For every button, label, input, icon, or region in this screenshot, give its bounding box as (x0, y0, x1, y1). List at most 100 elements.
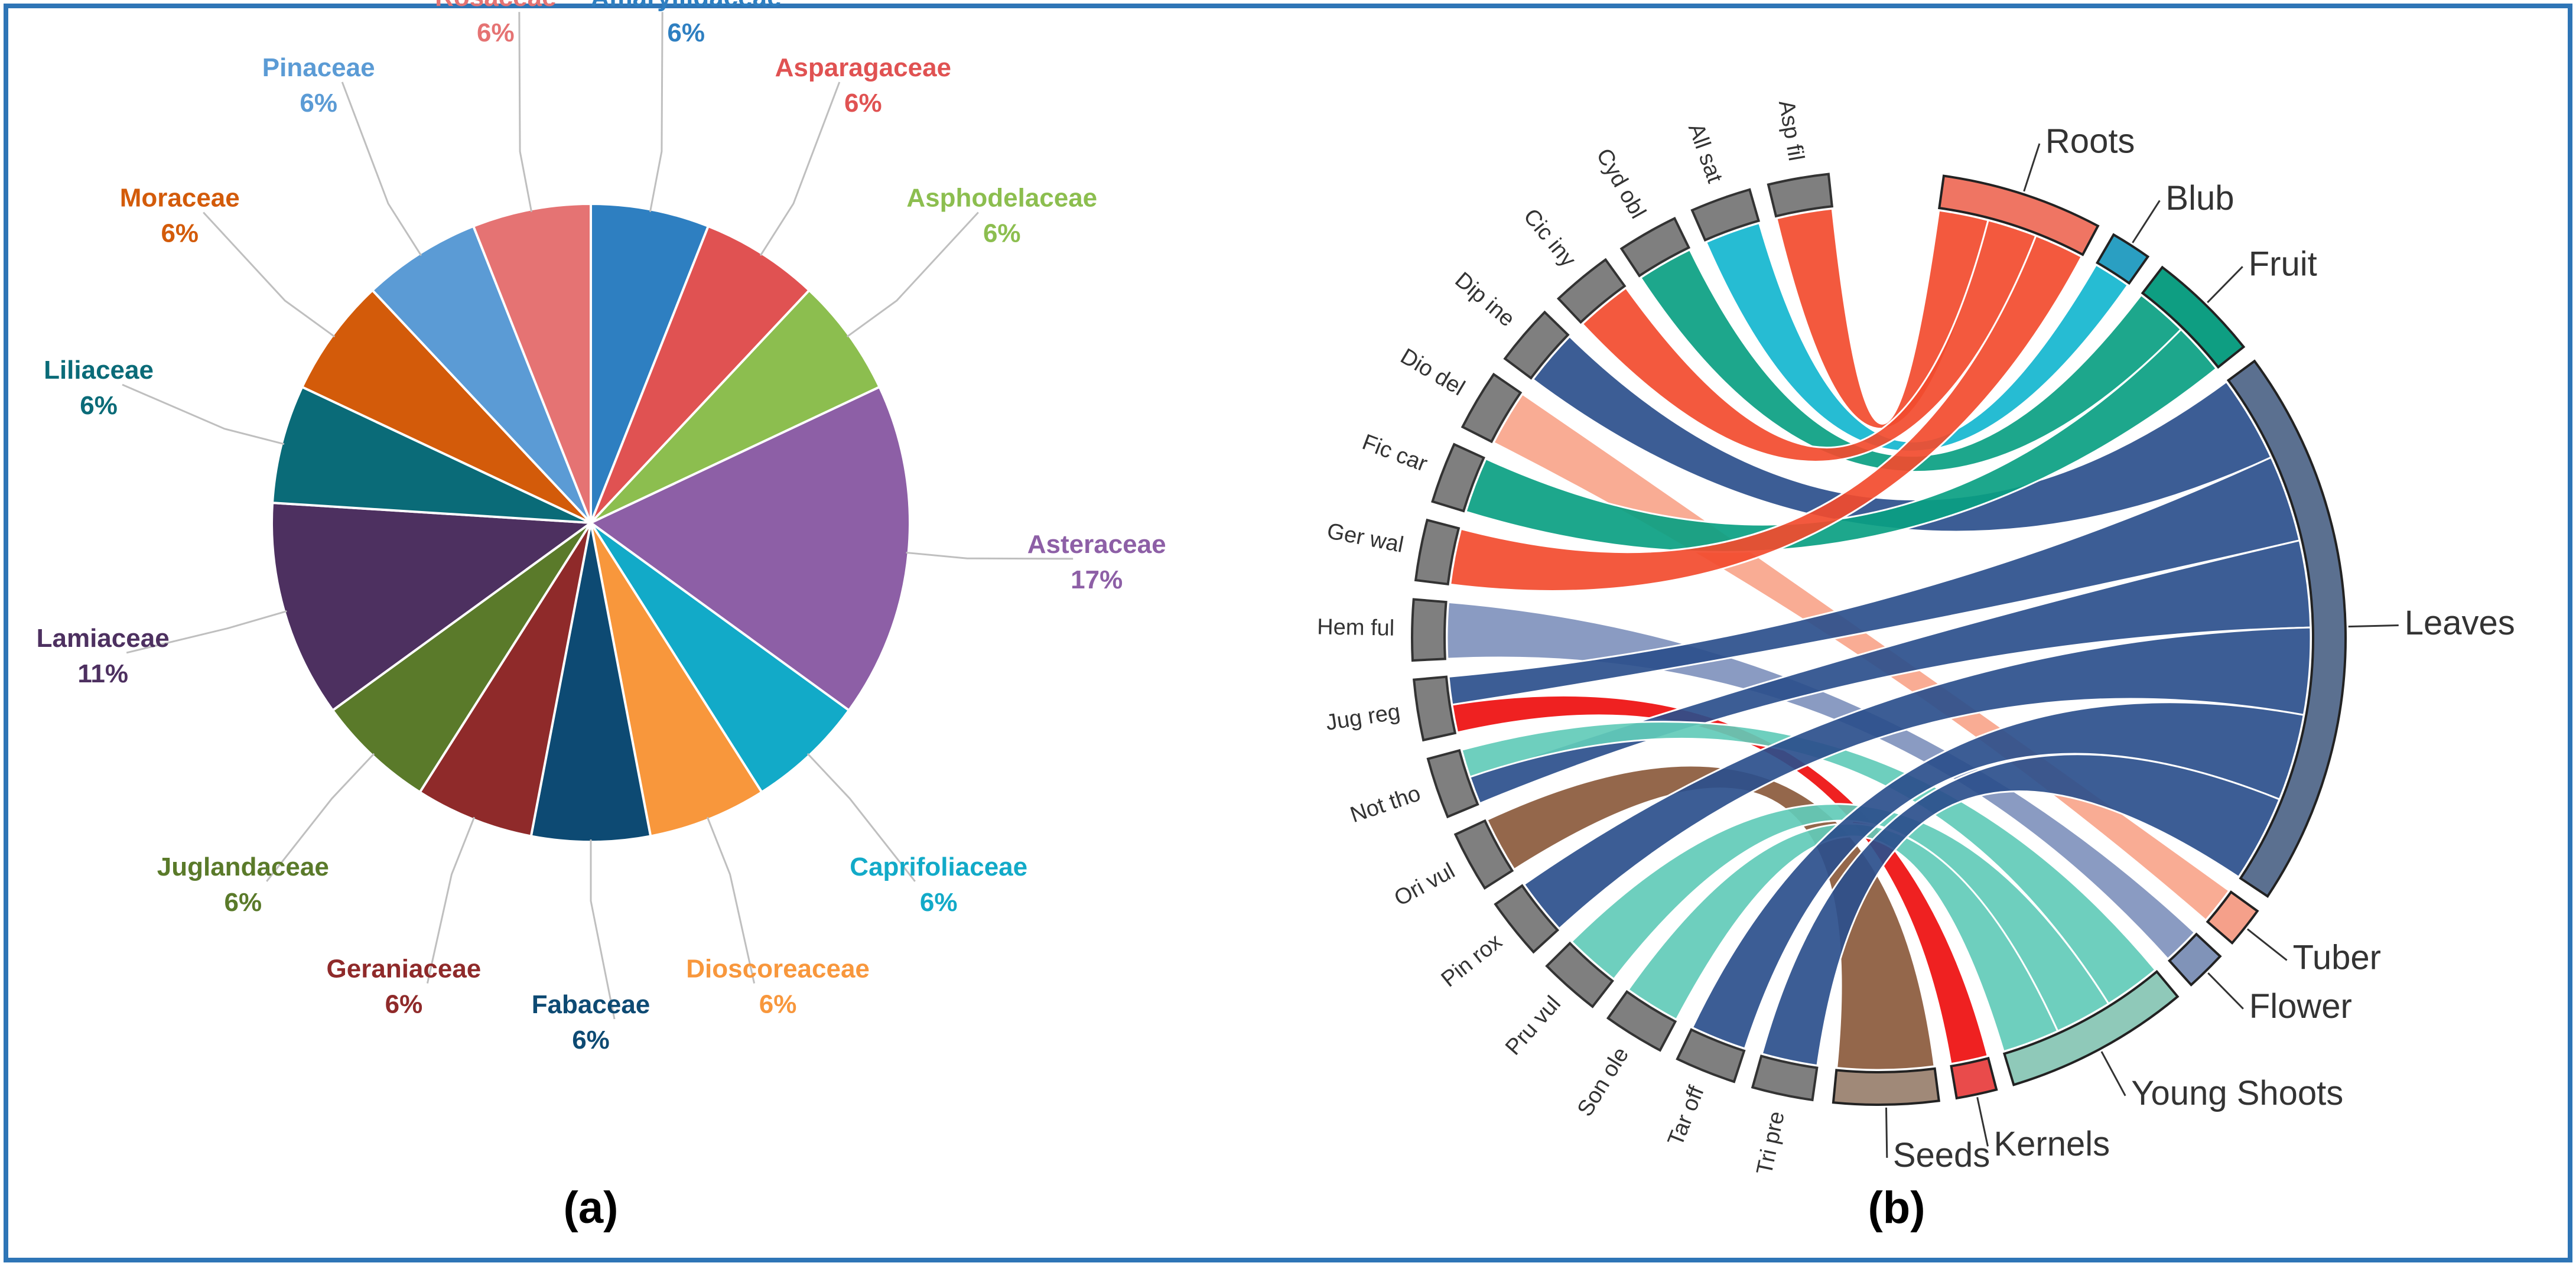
part-arc-young-shoots (2002, 969, 2180, 1086)
part-leader-blub (2132, 200, 2161, 243)
part-label-blub: Blub (2165, 179, 2234, 217)
pie-label-geraniaceae: Geraniaceae (327, 955, 482, 984)
ribbon-not-tho-young-shoots (1461, 721, 2157, 1005)
pie-leader-asphodelaceae (846, 211, 979, 338)
ribbon-pru-vul-young-shoots (1570, 803, 2110, 1033)
pie-leader-fabaceae (590, 839, 616, 1020)
species-arc-cyd-obl (1619, 216, 1691, 278)
pie-label-amaryllidaceae: Amaryllidaceae (591, 0, 782, 12)
pie-label-dioscoreaceae: Dioscoreaceae (686, 955, 870, 984)
pie-label-moraceae: Moraceae (120, 184, 240, 213)
ribbon-tar-off-leaves (1691, 701, 2305, 1050)
pie-leader-asparagaceae (759, 82, 841, 256)
pie-leader-rosaceae (518, 12, 533, 212)
part-leader-kernels (1976, 1097, 1989, 1147)
pie-value-liliaceae: 6% (80, 391, 118, 420)
pie-value-asphodelaceae: 6% (983, 219, 1021, 248)
pie-value-asparagaceae: 6% (844, 89, 882, 118)
pie-leader-moraceae (203, 211, 336, 338)
part-label-tuber: Tuber (2293, 939, 2381, 977)
pie-label-asparagaceae: Asparagaceae (775, 53, 951, 82)
part-label-roots: Roots (2045, 122, 2135, 160)
species-label-hem-ful: Hem ful (1317, 614, 1395, 640)
pie-value-fabaceae: 6% (572, 1026, 610, 1055)
species-arc-jug-reg (1412, 675, 1457, 742)
pie-label-lamiaceae: Lamiaceae (37, 624, 170, 653)
species-arc-asp-fil (1767, 173, 1834, 218)
pie-chart: Amaryllidaceae 6% Asparagaceae 6% Asphodelac… (37, 0, 1166, 1055)
pie-value-geraniaceae: 6% (385, 990, 423, 1019)
pie-label-asteraceae: Asteraceae (1027, 530, 1166, 559)
part-leader-flower (2207, 972, 2244, 1010)
part-label-kernels: Kernels (1993, 1125, 2110, 1163)
part-arc-fruit (2141, 265, 2246, 369)
species-arc-not-tho (1426, 748, 1479, 819)
pie-label-liliaceae: Liliaceae (44, 356, 154, 385)
pie-leader-lamiaceae (126, 610, 287, 654)
ribbon-all-sat-blub (1705, 222, 2129, 453)
species-arc-tri-pre (1751, 1055, 1819, 1102)
ribbon-pin-rox-leaves (1523, 626, 2312, 930)
species-arc-hem-ful (1411, 598, 1448, 662)
ribbon-ger-wal-roots (1449, 235, 2083, 592)
pie-leader-amaryllidaceae (649, 12, 663, 212)
species-arc-cic-iny (1556, 258, 1627, 324)
part-arc-seeds (1832, 1067, 1940, 1106)
pie-label-asphodelaceae: Asphodelaceae (906, 184, 1097, 213)
species-arc-pin-rox (1494, 884, 1560, 954)
part-leader-roots (2023, 143, 2041, 192)
pie-value-dioscoreaceae: 6% (759, 990, 797, 1019)
pie-value-pinaceae: 6% (300, 89, 337, 118)
part-arc-kernels (1950, 1056, 1998, 1100)
part-arc-roots (1938, 174, 2100, 256)
part-arc-leaves (2226, 359, 2347, 898)
panel-b-label: (b) (1868, 1183, 1925, 1233)
pie-label-juglandaceae: Juglandaceae (157, 852, 329, 881)
part-leader-seeds (1885, 1107, 1888, 1158)
pie-value-juglandaceae: 6% (224, 888, 262, 917)
pie-value-rosaceae: 6% (477, 18, 515, 47)
species-arc-ger-wal (1414, 518, 1461, 586)
pie-label-pinaceae: Pinaceae (262, 53, 375, 82)
part-label-young-shoots: Young Shoots (2131, 1074, 2343, 1112)
part-label-seeds: Seeds (1893, 1136, 1990, 1174)
part-label-flower: Flower (2249, 987, 2352, 1026)
species-arc-dip-ine (1503, 310, 1570, 380)
species-arc-pru-vul (1545, 941, 1614, 1008)
pie-leader-liliaceae (122, 383, 285, 445)
pie-leader-juglandaceae (266, 753, 375, 882)
species-arc-fic-car (1431, 442, 1485, 513)
pie-label-caprifoliaceae: Caprifoliaceae (850, 852, 1027, 881)
species-arc-dio-del (1461, 372, 1523, 444)
part-label-fruit: Fruit (2249, 245, 2317, 284)
ribbon-not-tho-leaves (1468, 539, 2312, 805)
pie-value-moraceae: 6% (161, 219, 199, 248)
part-leader-fruit (2207, 266, 2243, 304)
part-label-leaves: Leaves (2405, 604, 2515, 642)
part-leader-leaves (2348, 624, 2399, 628)
pie-leader-dioscoreaceae (706, 816, 756, 984)
ribbon-cic-iny-roots (1581, 219, 2037, 463)
pie-leader-pinaceae (341, 82, 422, 256)
pie-label-fabaceae: Fabaceae (532, 990, 650, 1019)
pie-leader-caprifoliaceae (806, 753, 916, 882)
pie-leader-asteraceae (906, 551, 1074, 560)
part-leader-young-shoots (2100, 1051, 2126, 1096)
ribbon-tri-pre-leaves (1761, 753, 2281, 1067)
ribbon-jug-reg-leaves (1448, 456, 2301, 706)
species-arc-tar-off (1676, 1028, 1746, 1083)
species-arc-all-sat (1690, 188, 1761, 242)
part-arc-blub (2095, 233, 2150, 285)
part-arc-flower (2167, 932, 2222, 987)
part-leader-tuber (2246, 928, 2288, 961)
species-arc-son-ole (1606, 990, 1677, 1052)
pie-value-lamiaceae: 11% (77, 659, 128, 688)
pie-value-caprifoliaceae: 6% (920, 888, 958, 917)
pie-leader-geraniaceae (426, 816, 476, 984)
pie-label-rosaceae: Rosaceae (435, 0, 556, 12)
part-arc-tuber (2206, 890, 2259, 945)
species-arc-ori-vul (1453, 819, 1514, 890)
pie-value-asteraceae: 17% (1071, 565, 1123, 594)
pie-value-amaryllidaceae: 6% (667, 18, 705, 47)
